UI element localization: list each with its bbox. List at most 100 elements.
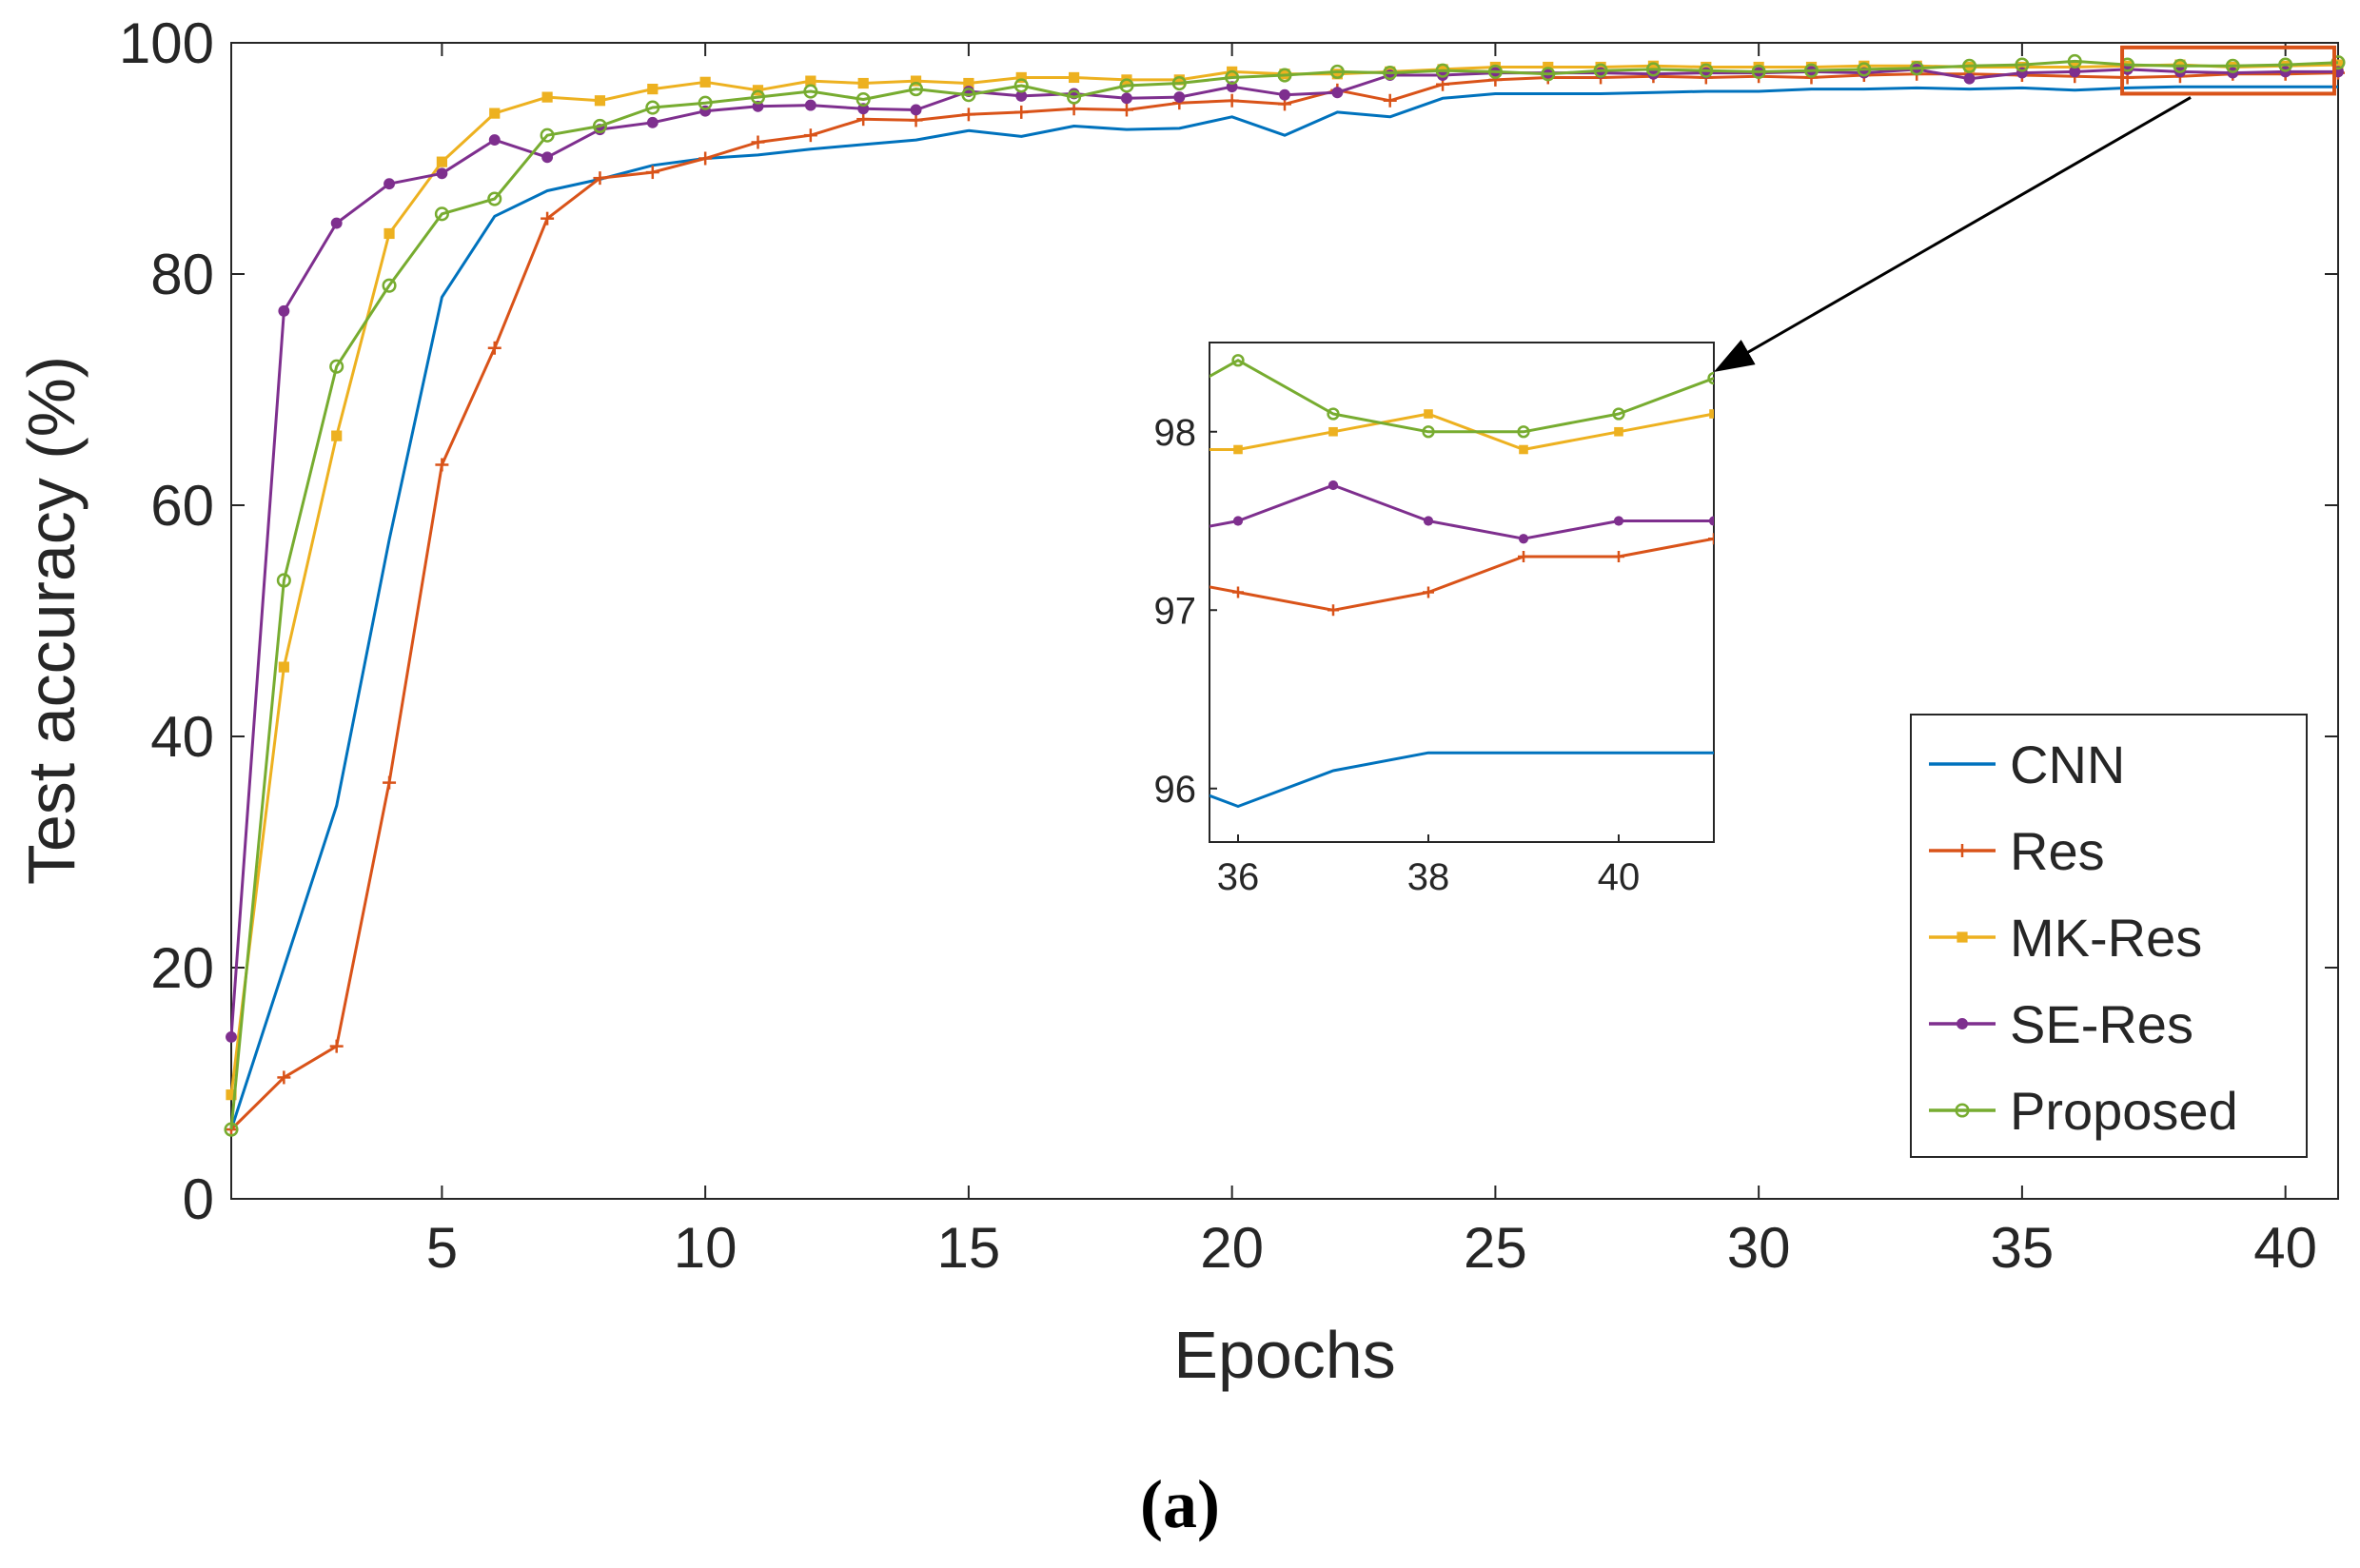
- inset-data-point-proposed: [1327, 407, 1340, 421]
- data-point-mk-res: [1489, 61, 1501, 73]
- x-axis-title: Epochs: [1173, 1318, 1395, 1392]
- main-series: [224, 53, 2346, 1137]
- data-point-proposed: [1277, 68, 1292, 83]
- data-point-mk-res: [963, 77, 974, 89]
- inset-x-tick-label: 36: [1217, 856, 1260, 898]
- data-point-proposed: [224, 1122, 239, 1137]
- inset-data-point-mk-res: [1328, 426, 1338, 437]
- data-point-proposed: [645, 100, 660, 115]
- data-point-proposed: [1857, 62, 1872, 77]
- data-point-proposed: [2067, 53, 2082, 69]
- data-point-mk-res: [278, 661, 289, 673]
- data-point-proposed: [1699, 63, 1714, 78]
- legend-label-proposed: Proposed: [2010, 1081, 2238, 1141]
- data-point-se-res: [1015, 89, 1028, 102]
- y-tick-label: 60: [150, 474, 214, 538]
- inset-data-point-se-res: [1232, 516, 1244, 526]
- data-point-res: [961, 108, 975, 122]
- data-point-proposed: [2278, 57, 2293, 72]
- data-point-mk-res: [1015, 71, 1027, 84]
- data-point-res: [1383, 93, 1397, 108]
- inset-data-point-res: [1613, 551, 1624, 562]
- data-point-proposed: [487, 191, 502, 206]
- data-point-proposed: [803, 84, 818, 99]
- data-point-res: [383, 775, 397, 790]
- series-line-proposed: [229, 59, 2339, 1130]
- y-tick-label: 100: [119, 11, 214, 75]
- data-point-proposed: [1962, 58, 1977, 73]
- data-point-proposed: [540, 127, 555, 143]
- inset-x-tick-label: 38: [1407, 856, 1450, 898]
- data-point-proposed: [1593, 63, 1608, 78]
- data-point-se-res: [541, 151, 554, 164]
- data-point-res: [1014, 105, 1029, 119]
- inset-data-point-mk-res: [1519, 444, 1528, 455]
- data-point-res: [698, 151, 713, 166]
- inset-data-point-proposed: [1231, 354, 1245, 367]
- data-point-res: [803, 128, 817, 143]
- data-point-se-res: [436, 167, 448, 180]
- data-point-proposed: [2173, 58, 2188, 73]
- x-tick-label: 5: [426, 1216, 458, 1280]
- data-point-proposed: [592, 118, 608, 134]
- data-point-proposed: [1171, 75, 1187, 91]
- data-point-proposed: [1013, 78, 1029, 93]
- data-point-se-res: [1279, 88, 1290, 101]
- data-point-res: [435, 458, 449, 472]
- data-point-res: [1225, 93, 1239, 108]
- inset-y-tick-label: 96: [1154, 769, 1197, 811]
- data-point-res: [909, 113, 923, 127]
- inset-data-point-mk-res: [1709, 409, 1714, 419]
- data-point-proposed: [2330, 55, 2346, 70]
- data-point-proposed: [1487, 64, 1503, 79]
- data-point-se-res: [1121, 92, 1132, 105]
- data-point-proposed: [1751, 64, 1766, 79]
- inset-data-point-res: [1423, 586, 1434, 598]
- data-point-proposed: [1803, 63, 1819, 78]
- inset-series: [1210, 354, 1714, 808]
- data-point-mk-res: [1595, 61, 1606, 73]
- x-tick-label: 10: [674, 1216, 738, 1280]
- data-point-proposed: [856, 91, 871, 108]
- data-point-proposed: [1329, 64, 1345, 79]
- y-tick-label: 40: [150, 705, 214, 769]
- inset-plot-area: [1209, 342, 1715, 843]
- data-point-mk-res: [541, 91, 553, 103]
- data-point-res: [487, 341, 502, 355]
- data-point-res: [645, 166, 659, 180]
- inset-x-tick-label: 40: [1598, 856, 1641, 898]
- data-point-se-res: [1437, 69, 1449, 81]
- data-point-mk-res: [226, 1089, 237, 1101]
- data-point-se-res: [646, 116, 659, 128]
- x-tick-label: 35: [1991, 1216, 2055, 1280]
- data-point-proposed: [1225, 69, 1240, 85]
- data-point-proposed: [698, 95, 713, 110]
- data-point-res: [593, 171, 607, 186]
- inset-y-tick-label: 98: [1154, 412, 1197, 454]
- data-point-mk-res: [594, 95, 606, 107]
- data-point-mk-res: [647, 84, 659, 95]
- data-point-proposed: [909, 82, 924, 97]
- data-point-mk-res: [1331, 69, 1343, 80]
- legend-label-se-res: SE-Res: [2010, 994, 2193, 1054]
- x-tick-label: 25: [1464, 1216, 1527, 1280]
- data-point-proposed: [382, 278, 397, 293]
- inset-data-point-res: [1328, 604, 1339, 617]
- legend-marker-res: [1956, 844, 1969, 857]
- data-point-proposed: [1645, 62, 1661, 77]
- data-point-mk-res: [2016, 61, 2028, 73]
- data-point-proposed: [276, 573, 291, 588]
- data-point-se-res: [1647, 68, 1660, 80]
- data-point-se-res: [226, 1030, 237, 1043]
- inset-ticks: 36 38 40 96 97 98: [1154, 412, 1641, 898]
- inset-data-point-se-res: [1328, 480, 1339, 491]
- data-point-proposed: [1909, 61, 1924, 76]
- data-point-proposed: [1119, 78, 1134, 93]
- x-tick-label: 20: [1200, 1216, 1264, 1280]
- zoom-arrow: [1713, 96, 2192, 372]
- inset-data-point-res: [1518, 551, 1529, 562]
- data-point-mk-res: [1173, 74, 1185, 86]
- data-point-mk-res: [699, 76, 711, 88]
- inset-data-point-proposed: [1612, 407, 1625, 421]
- data-point-se-res: [1963, 72, 1976, 85]
